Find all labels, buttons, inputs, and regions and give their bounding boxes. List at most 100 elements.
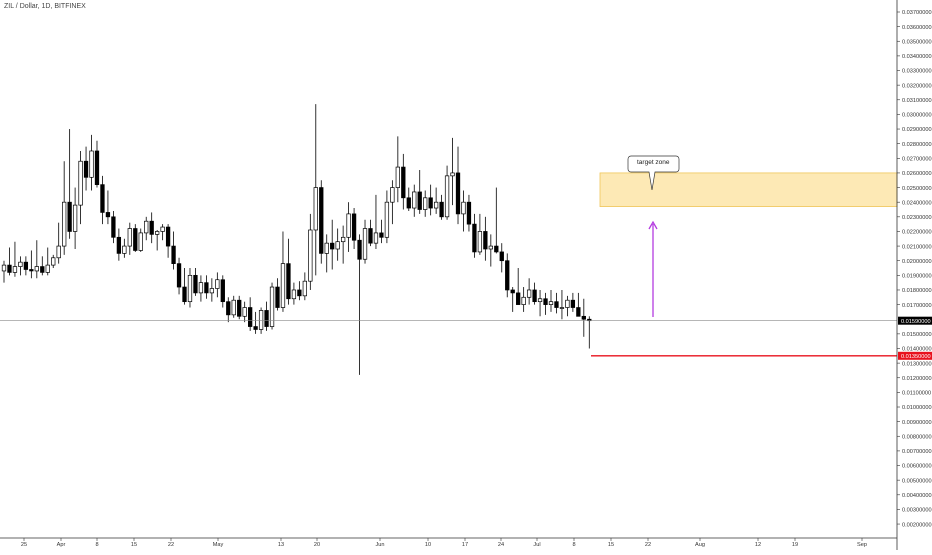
- candle[interactable]: [450, 137, 455, 206]
- candle[interactable]: [466, 194, 472, 232]
- candle[interactable]: [209, 278, 215, 302]
- candle[interactable]: [226, 297, 231, 323]
- candle[interactable]: [253, 311, 258, 334]
- candle[interactable]: [439, 194, 444, 220]
- candle[interactable]: [34, 240, 39, 279]
- candle[interactable]: [264, 301, 269, 331]
- candle[interactable]: [543, 292, 548, 315]
- target-zone-label[interactable]: target zone: [637, 159, 670, 166]
- candle[interactable]: [155, 229, 160, 251]
- candle[interactable]: [122, 238, 127, 258]
- candle[interactable]: [242, 301, 247, 323]
- candle[interactable]: [100, 175, 105, 225]
- candle[interactable]: [302, 272, 307, 301]
- candle[interactable]: [111, 210, 116, 244]
- candle[interactable]: [275, 278, 280, 311]
- candle[interactable]: [72, 187, 78, 250]
- candle[interactable]: [291, 282, 297, 305]
- candle[interactable]: [193, 268, 198, 296]
- candle[interactable]: [105, 190, 111, 225]
- candle[interactable]: [280, 231, 286, 312]
- candle[interactable]: [576, 292, 581, 317]
- candle[interactable]: [133, 224, 138, 252]
- candle[interactable]: [461, 190, 466, 232]
- candle[interactable]: [204, 275, 209, 299]
- candle[interactable]: [428, 184, 433, 216]
- candle[interactable]: [423, 190, 428, 217]
- candle[interactable]: [40, 256, 45, 276]
- candle[interactable]: [532, 282, 537, 305]
- candle[interactable]: [351, 208, 357, 250]
- candle[interactable]: [12, 241, 18, 277]
- candle[interactable]: [198, 275, 204, 302]
- candle[interactable]: [165, 224, 171, 258]
- candle[interactable]: [494, 187, 499, 254]
- candle[interactable]: [379, 219, 384, 244]
- target-callout-bubble[interactable]: [627, 155, 680, 191]
- candle[interactable]: [565, 295, 570, 317]
- candle[interactable]: [406, 187, 411, 211]
- target-zone-rect[interactable]: [599, 172, 898, 207]
- candle[interactable]: [483, 216, 488, 261]
- candle[interactable]: [144, 216, 149, 241]
- candle[interactable]: [455, 146, 461, 225]
- candle[interactable]: [138, 228, 143, 252]
- candle[interactable]: [220, 275, 225, 308]
- candle[interactable]: [18, 256, 23, 276]
- candle[interactable]: [526, 278, 532, 305]
- candle[interactable]: [510, 287, 515, 312]
- candle[interactable]: [67, 129, 72, 239]
- candle[interactable]: [160, 224, 165, 241]
- candle[interactable]: [373, 194, 379, 250]
- candle[interactable]: [357, 234, 362, 375]
- candle[interactable]: [587, 316, 592, 349]
- candle[interactable]: [554, 292, 559, 314]
- candle[interactable]: [472, 213, 477, 258]
- candle[interactable]: [548, 289, 554, 312]
- candle[interactable]: [330, 219, 335, 270]
- candle[interactable]: [1, 260, 7, 283]
- candle[interactable]: [412, 184, 417, 217]
- candle[interactable]: [7, 247, 12, 276]
- candle[interactable]: [417, 170, 422, 214]
- candle[interactable]: [56, 222, 61, 264]
- candle[interactable]: [29, 250, 34, 279]
- candle[interactable]: [45, 247, 50, 276]
- candle[interactable]: [521, 287, 526, 312]
- candle[interactable]: [368, 219, 373, 247]
- candle[interactable]: [116, 228, 122, 261]
- candle[interactable]: [516, 268, 521, 305]
- candle[interactable]: [297, 281, 302, 301]
- candle[interactable]: [171, 231, 176, 270]
- candle[interactable]: [83, 146, 89, 191]
- candle[interactable]: [23, 256, 29, 276]
- candle[interactable]: [269, 282, 275, 330]
- candle[interactable]: [444, 165, 450, 220]
- candle[interactable]: [176, 257, 182, 295]
- candle[interactable]: [187, 268, 193, 308]
- candle[interactable]: [215, 272, 220, 298]
- candle[interactable]: [477, 213, 483, 255]
- candle[interactable]: [62, 161, 67, 255]
- candle[interactable]: [340, 225, 346, 264]
- candle[interactable]: [313, 104, 318, 276]
- candle[interactable]: [570, 292, 576, 312]
- candle[interactable]: [231, 295, 236, 318]
- candle[interactable]: [559, 289, 565, 320]
- candle[interactable]: [401, 153, 406, 210]
- candle[interactable]: [237, 295, 242, 320]
- candle[interactable]: [89, 134, 94, 191]
- candle[interactable]: [324, 234, 329, 273]
- candle[interactable]: [149, 212, 154, 244]
- candle[interactable]: [127, 222, 132, 255]
- candle[interactable]: [182, 268, 187, 305]
- candle[interactable]: [488, 234, 493, 267]
- candle[interactable]: [94, 140, 100, 188]
- candle[interactable]: [499, 243, 504, 273]
- candle[interactable]: [51, 254, 56, 269]
- candle[interactable]: [433, 187, 439, 214]
- candle[interactable]: [335, 228, 340, 261]
- drawings-layer[interactable]: [0, 155, 898, 357]
- candle[interactable]: [505, 253, 510, 298]
